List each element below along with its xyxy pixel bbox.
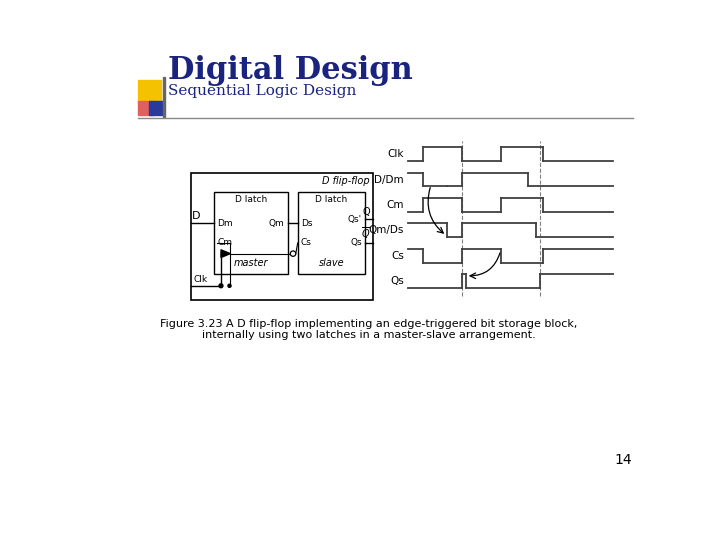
Text: 14: 14: [615, 453, 632, 467]
Text: slave: slave: [319, 259, 344, 268]
Text: Qs': Qs': [348, 214, 362, 224]
Text: D flip-flop: D flip-flop: [322, 176, 370, 186]
Text: Qm/Ds: Qm/Ds: [369, 225, 404, 235]
Text: internally using two latches in a master-slave arrangement.: internally using two latches in a master…: [202, 330, 536, 340]
Text: Q: Q: [363, 207, 371, 218]
Polygon shape: [221, 250, 230, 258]
Text: Qs: Qs: [390, 276, 404, 286]
Text: Cs: Cs: [391, 251, 404, 261]
Text: Cm: Cm: [387, 200, 404, 210]
Text: master: master: [233, 259, 268, 268]
Bar: [191, 173, 373, 300]
Bar: [149, 101, 164, 115]
Text: Qs: Qs: [351, 239, 362, 247]
Circle shape: [219, 284, 223, 288]
Bar: [138, 80, 161, 103]
Bar: [214, 192, 287, 274]
Bar: [138, 101, 153, 115]
Circle shape: [290, 251, 296, 256]
Bar: [163, 77, 165, 117]
Text: Digital Design: Digital Design: [168, 55, 413, 85]
Text: Dm: Dm: [217, 219, 233, 228]
Text: Sequential Logic Design: Sequential Logic Design: [168, 84, 356, 98]
Text: D latch: D latch: [315, 195, 348, 204]
Text: D: D: [192, 211, 201, 221]
Circle shape: [228, 284, 231, 287]
Text: Cm: Cm: [217, 239, 232, 247]
Text: D/Dm: D/Dm: [374, 174, 404, 185]
Text: Qm: Qm: [269, 219, 284, 228]
Text: D latch: D latch: [235, 195, 267, 204]
Text: Clk: Clk: [387, 149, 404, 159]
Text: Ds: Ds: [301, 219, 312, 228]
Bar: [297, 192, 365, 274]
Text: Figure 3.23 A D flip-flop implementing an edge-triggered bit storage block,: Figure 3.23 A D flip-flop implementing a…: [161, 319, 577, 329]
Text: Clk: Clk: [193, 275, 207, 284]
Text: $\overline{Q}$: $\overline{Q}$: [361, 226, 371, 241]
Text: Cs: Cs: [301, 239, 312, 247]
